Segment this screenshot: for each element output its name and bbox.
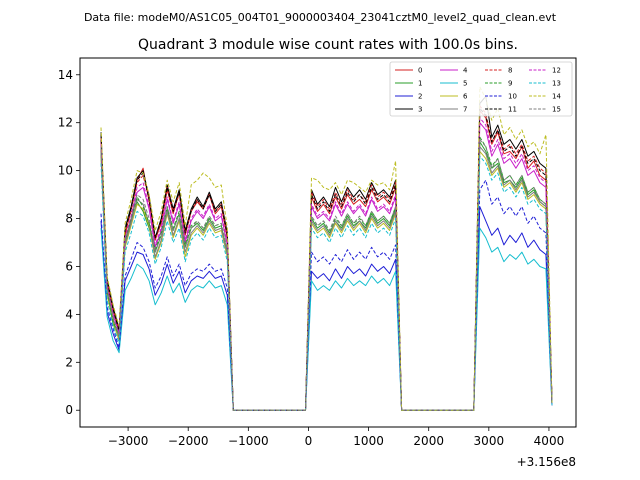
y-tick-label: 0 [65, 403, 73, 417]
legend-label-1: 1 [418, 80, 422, 88]
legend-label-12: 12 [552, 67, 561, 75]
series-line-6 [100, 150, 553, 411]
legend-label-15: 15 [552, 106, 561, 114]
plot-frame [79, 57, 577, 428]
series-line-0 [100, 110, 553, 411]
series-line-11 [100, 107, 553, 411]
series-line-7 [100, 146, 553, 411]
series-line-5 [100, 227, 553, 411]
series-line-10 [100, 179, 553, 411]
legend-frame [389, 61, 573, 117]
x-tick-label: 1000 [353, 434, 384, 448]
legend-label-5: 5 [463, 80, 467, 88]
figure-suptitle: Data file: modeM0/AS1C05_004T01_90000034… [84, 11, 557, 24]
y-axis: 0 2 4 6 8 10 12 14 [58, 68, 80, 417]
x-tick-label: 3000 [474, 434, 505, 448]
series-line-2 [100, 206, 553, 411]
y-tick-label: 2 [65, 355, 73, 369]
chart-title: Quadrant 3 module wise count rates with … [138, 37, 518, 53]
y-tick-label: 10 [58, 164, 73, 178]
x-tick-label: −2000 [168, 434, 209, 448]
series-line-4 [100, 122, 553, 411]
y-tick-label: 4 [65, 307, 73, 321]
legend-label-2: 2 [418, 93, 422, 101]
series-line-3 [100, 95, 553, 411]
legend-label-0: 0 [418, 67, 422, 75]
y-tick-label: 6 [65, 259, 73, 273]
x-tick-label: 0 [305, 434, 313, 448]
x-tick-label: −1000 [228, 434, 269, 448]
legend-label-11: 11 [508, 106, 517, 114]
series-line-12 [100, 117, 553, 411]
x-offset-label: +3.156e8 [517, 455, 576, 469]
legend-label-6: 6 [463, 93, 468, 101]
legend-label-13: 13 [552, 80, 561, 88]
legend-label-7: 7 [463, 106, 467, 114]
series-line-15 [100, 139, 553, 411]
legend-label-14: 14 [552, 93, 561, 101]
legend-label-3: 3 [418, 106, 422, 114]
x-tick-label: 2000 [413, 434, 444, 448]
x-axis: −3000 −2000 −1000 0 1000 2000 3000 4000 [108, 427, 564, 448]
x-tick-label: 4000 [534, 434, 565, 448]
y-tick-label: 8 [65, 212, 73, 226]
y-tick-label: 12 [58, 116, 73, 130]
y-tick-label: 14 [58, 68, 73, 82]
plot-area [80, 58, 576, 427]
x-tick-label: −3000 [108, 434, 149, 448]
legend-label-10: 10 [508, 93, 517, 101]
legend-label-9: 9 [508, 80, 512, 88]
legend-label-8: 8 [508, 67, 512, 75]
legend-label-4: 4 [463, 67, 468, 75]
